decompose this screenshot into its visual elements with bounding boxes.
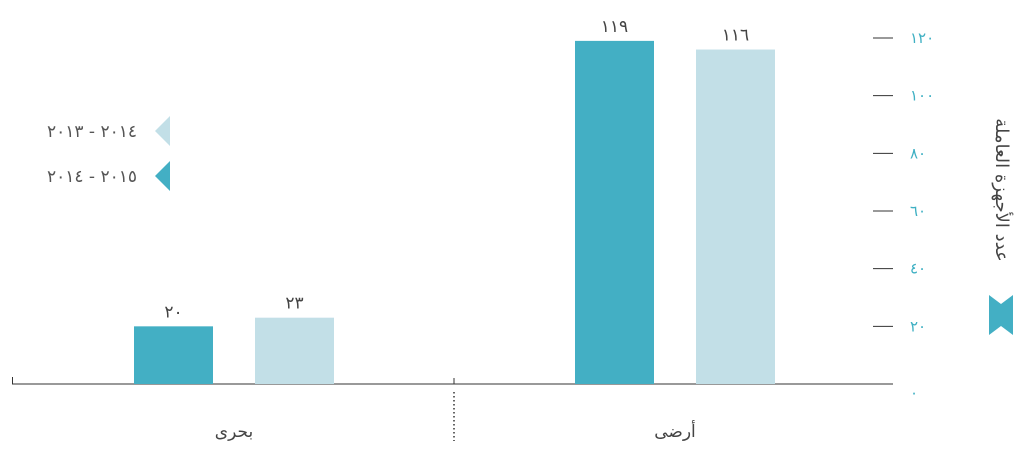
bar [134, 326, 213, 384]
y-tick-label: ٢٠ [910, 317, 926, 335]
y-tick-label: ١٠٠ [910, 87, 934, 105]
y-tick-label: ٦٠ [910, 202, 926, 220]
legend-label: ٢٠١٤ - ٢٠١٣ [47, 122, 137, 142]
y-axis-title-group: عدد الأجهزة العاملة [991, 118, 1013, 262]
y-tick-label: ٤٠ [910, 260, 926, 278]
labels: ١١٩ ١١٦ أرضى ٢٠ ٢٣ بحرى [164, 17, 749, 442]
bars [134, 40, 775, 385]
bookmark-icon [989, 295, 1013, 335]
y-tick-label: ٠ [910, 384, 918, 402]
bar-value-label: ١١٩ [601, 17, 628, 37]
legend-label: ٢٠١٥ - ٢٠١٤ [47, 167, 137, 187]
y-tick-label: ٨٠ [910, 144, 926, 162]
bar [575, 40, 654, 385]
bar [255, 317, 334, 384]
bar-value-label: ٢٠ [164, 302, 182, 322]
y-tick-label: ١٢٠ [910, 29, 934, 47]
legend-marker [155, 116, 170, 146]
category-label: أرضى [654, 420, 696, 442]
legend: ٢٠١٤ - ٢٠١٣ ٢٠١٥ - ٢٠١٤ [47, 116, 1013, 335]
y-axis-title: عدد الأجهزة العاملة [991, 118, 1013, 262]
bar-value-label: ١١٦ [722, 26, 749, 46]
bar [696, 49, 775, 385]
category-label: بحرى [215, 422, 253, 442]
bar-value-label: ٢٣ [285, 294, 303, 314]
legend-marker [155, 161, 170, 191]
